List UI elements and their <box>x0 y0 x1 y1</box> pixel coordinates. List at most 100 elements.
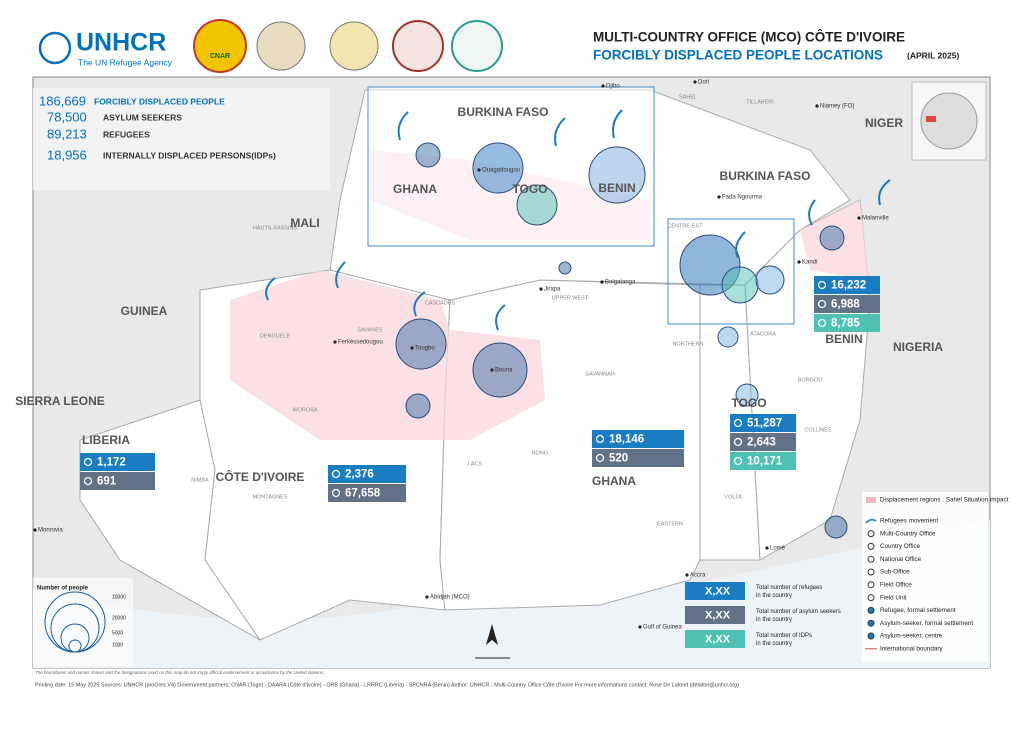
figure-box <box>592 449 684 467</box>
date: (APRIL 2025) <box>907 50 959 60</box>
place-label: Dori <box>698 80 709 86</box>
north-arrow <box>475 624 510 659</box>
movement-arrows <box>265 109 891 331</box>
place-label: Accra <box>690 573 706 579</box>
population-circle <box>735 383 759 407</box>
population-circle <box>819 225 845 251</box>
figure-box <box>328 484 406 502</box>
place-label: Gulf of Guinea <box>643 625 682 631</box>
legend-label: Sub-Office <box>880 569 910 576</box>
place-label: Djibo <box>606 84 620 90</box>
country-label: BURKINA FASO <box>720 169 811 183</box>
size-legend-value: 5000 <box>112 630 123 636</box>
place-marker <box>765 546 769 550</box>
population-circle <box>395 318 447 370</box>
place-marker <box>477 168 481 172</box>
figure-value: 6,988 <box>831 299 860 311</box>
figure-box <box>814 295 880 313</box>
figure-icon <box>83 457 93 467</box>
country-label: BURKINA FASO <box>458 105 549 119</box>
legend-label: Country Office <box>880 543 921 550</box>
figure-value: 16,232 <box>831 280 866 292</box>
summary-value: 18,956 <box>47 147 87 162</box>
country-label: BENIN <box>598 181 635 195</box>
region-label: EASTERN <box>657 521 683 527</box>
country-label: GHANA <box>393 182 437 196</box>
place-marker <box>490 368 494 372</box>
place-label: Tougbo <box>415 346 435 352</box>
legend-symbol <box>867 581 875 589</box>
region-label: BONG <box>532 450 548 456</box>
legend-panel <box>862 492 988 662</box>
summary-label: FORCIBLY DISPLACED PEOPLE <box>94 96 225 106</box>
north-arrow-shape <box>486 624 498 645</box>
figure-value: 18,146 <box>609 434 644 446</box>
place-label: Malanville <box>862 216 889 222</box>
legend-symbol <box>865 518 877 524</box>
partner-logo-text: CNAR <box>210 53 230 60</box>
figure-icon <box>595 434 605 444</box>
place-marker <box>600 280 604 284</box>
legend-symbol <box>866 497 876 503</box>
legend-symbol <box>867 606 875 614</box>
place-marker <box>693 80 697 84</box>
legend-symbol <box>867 619 875 627</box>
place-marker <box>333 340 337 344</box>
figure-value: 2,376 <box>345 469 374 481</box>
region-label: VOLTA <box>724 494 742 500</box>
figure-icon <box>595 453 605 463</box>
movement-arrow <box>878 179 891 206</box>
population-circle <box>472 142 524 194</box>
region-label: CASCADES <box>425 300 456 306</box>
partner-logo <box>193 19 247 73</box>
legend-symbol <box>867 542 875 550</box>
movement-arrow <box>413 291 426 317</box>
locator-area <box>926 116 936 122</box>
movement-arrow <box>265 277 276 301</box>
figure-icon <box>331 469 341 479</box>
population-circles <box>395 142 848 539</box>
place-marker <box>425 595 429 599</box>
legend-symbol <box>867 632 875 640</box>
region-label: SAHEL <box>679 94 697 100</box>
logo-tagline: The UN Refugee Agency <box>78 57 173 67</box>
region-label: COLLINES <box>804 427 832 433</box>
figure-box <box>814 314 880 332</box>
figure-box <box>814 276 880 294</box>
place-marker <box>33 528 37 532</box>
country-label: SIERRA LEONE <box>15 394 105 408</box>
title: MULTI-COUNTRY OFFICE (MCO) CÔTE D'IVOIRE <box>593 30 905 45</box>
size-legend-value: 1000 <box>112 642 123 648</box>
legend-symbol <box>867 594 875 602</box>
population-circle <box>558 261 572 275</box>
region-label: SAVANES <box>357 327 382 333</box>
figure-box <box>730 414 796 432</box>
unhcr-emblem <box>38 31 72 65</box>
country-label: LIBERIA <box>82 433 130 447</box>
box-legend-swatch <box>685 630 745 648</box>
legend-label: Field Office <box>880 581 912 588</box>
inset-box <box>667 218 795 325</box>
legend-symbol <box>867 555 875 563</box>
movement-arrow <box>335 261 346 289</box>
figure-value: 2,643 <box>747 437 776 449</box>
region-label: TILLABERI <box>746 99 774 105</box>
figure-value: 520 <box>609 453 628 465</box>
place-marker <box>410 346 414 350</box>
figure-icon <box>733 418 743 428</box>
box-legend-value: X,XX <box>705 633 731 645</box>
box-legend-label: Total number of IDPs in the country <box>756 633 812 647</box>
region-label: HAUTS-BASSINS <box>253 225 298 231</box>
region-label: BORGOU <box>798 377 822 383</box>
movement-arrow <box>495 304 506 331</box>
country-label: TOGO <box>512 182 547 196</box>
legend-label: Field Unit <box>880 594 907 601</box>
figure-icon <box>733 456 743 466</box>
population-circle <box>405 393 431 419</box>
figure-icon <box>817 299 827 309</box>
region-label: NORTHERN <box>672 341 703 347</box>
summary-label: ASYLUM SEEKERS <box>103 112 182 122</box>
subtitle: FORCIBLY DISPLACED PEOPLE LOCATIONS <box>593 48 883 63</box>
population-circle <box>472 342 528 398</box>
place-label: Fada Ngourma <box>722 195 763 201</box>
